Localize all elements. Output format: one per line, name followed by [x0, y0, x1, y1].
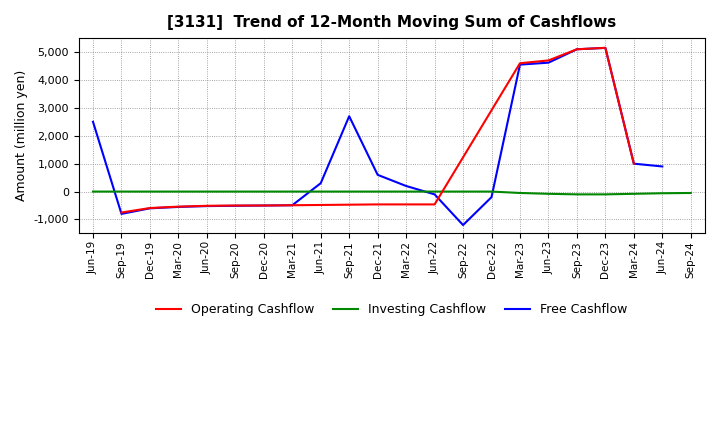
Operating Cashflow: [629, 161, 638, 166]
Free Cashflow: [402, 183, 410, 189]
Investing Cashflow: [117, 189, 126, 194]
Operating Cashflow: [374, 202, 382, 207]
Investing Cashflow: [658, 191, 667, 196]
Operating Cashflow: [288, 202, 297, 208]
Title: [3131]  Trend of 12-Month Moving Sum of Cashflows: [3131] Trend of 12-Month Moving Sum of C…: [167, 15, 616, 30]
Free Cashflow: [516, 62, 524, 67]
Operating Cashflow: [544, 58, 553, 63]
Investing Cashflow: [544, 191, 553, 196]
Investing Cashflow: [316, 189, 325, 194]
Y-axis label: Amount (million yen): Amount (million yen): [15, 70, 28, 202]
Free Cashflow: [601, 45, 610, 51]
Operating Cashflow: [431, 202, 439, 207]
Operating Cashflow: [117, 210, 126, 215]
Free Cashflow: [89, 119, 97, 125]
Line: Free Cashflow: Free Cashflow: [93, 48, 662, 225]
Operating Cashflow: [601, 45, 610, 51]
Investing Cashflow: [459, 189, 467, 194]
Investing Cashflow: [402, 189, 410, 194]
Free Cashflow: [459, 222, 467, 227]
Free Cashflow: [288, 202, 297, 208]
Operating Cashflow: [202, 203, 211, 209]
Investing Cashflow: [487, 189, 496, 194]
Investing Cashflow: [516, 191, 524, 196]
Free Cashflow: [174, 204, 183, 209]
Operating Cashflow: [402, 202, 410, 207]
Investing Cashflow: [259, 189, 268, 194]
Free Cashflow: [572, 47, 581, 52]
Operating Cashflow: [259, 203, 268, 208]
Legend: Operating Cashflow, Investing Cashflow, Free Cashflow: Operating Cashflow, Investing Cashflow, …: [151, 298, 633, 321]
Line: Investing Cashflow: Investing Cashflow: [93, 191, 690, 194]
Operating Cashflow: [516, 61, 524, 66]
Free Cashflow: [231, 203, 240, 209]
Investing Cashflow: [174, 189, 183, 194]
Investing Cashflow: [145, 189, 154, 194]
Free Cashflow: [145, 205, 154, 211]
Investing Cashflow: [374, 189, 382, 194]
Free Cashflow: [316, 180, 325, 186]
Free Cashflow: [117, 211, 126, 216]
Operating Cashflow: [231, 203, 240, 208]
Operating Cashflow: [174, 204, 183, 209]
Operating Cashflow: [316, 202, 325, 208]
Operating Cashflow: [572, 47, 581, 52]
Investing Cashflow: [288, 189, 297, 194]
Investing Cashflow: [231, 189, 240, 194]
Investing Cashflow: [345, 189, 354, 194]
Free Cashflow: [202, 203, 211, 209]
Investing Cashflow: [686, 191, 695, 196]
Investing Cashflow: [431, 189, 439, 194]
Line: Operating Cashflow: Operating Cashflow: [122, 48, 634, 213]
Free Cashflow: [259, 203, 268, 208]
Investing Cashflow: [89, 189, 97, 194]
Free Cashflow: [487, 194, 496, 200]
Free Cashflow: [658, 164, 667, 169]
Free Cashflow: [345, 114, 354, 119]
Free Cashflow: [374, 172, 382, 177]
Free Cashflow: [544, 60, 553, 65]
Investing Cashflow: [629, 191, 638, 196]
Investing Cashflow: [601, 192, 610, 197]
Investing Cashflow: [202, 189, 211, 194]
Investing Cashflow: [572, 192, 581, 197]
Free Cashflow: [431, 192, 439, 197]
Operating Cashflow: [145, 205, 154, 211]
Operating Cashflow: [345, 202, 354, 207]
Free Cashflow: [629, 161, 638, 166]
